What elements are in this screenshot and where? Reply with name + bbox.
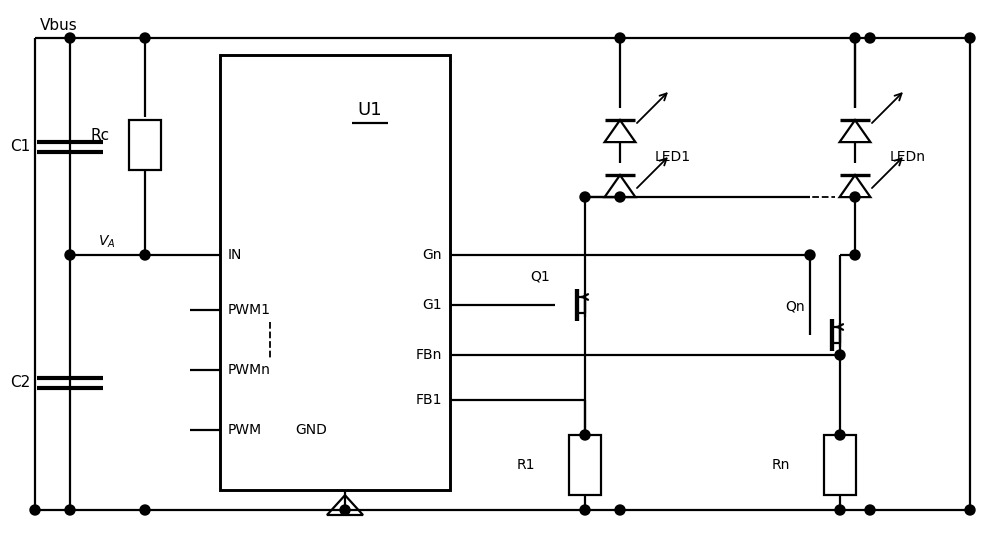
Text: C2: C2 <box>10 375 30 390</box>
Circle shape <box>340 505 350 515</box>
Circle shape <box>865 505 875 515</box>
Circle shape <box>835 505 845 515</box>
Text: U1: U1 <box>357 101 382 119</box>
Circle shape <box>805 250 815 260</box>
Text: PWMn: PWMn <box>228 363 271 377</box>
Circle shape <box>965 505 975 515</box>
Text: Qn: Qn <box>785 299 805 313</box>
Circle shape <box>965 33 975 43</box>
Text: IN: IN <box>228 248 242 262</box>
Text: R1: R1 <box>516 458 535 472</box>
Text: FBn: FBn <box>416 348 442 362</box>
Circle shape <box>140 250 150 260</box>
Circle shape <box>865 33 875 43</box>
Text: PWM: PWM <box>228 423 262 437</box>
Bar <box>569 435 601 495</box>
Circle shape <box>615 192 625 202</box>
Text: LEDn: LEDn <box>890 150 926 164</box>
Circle shape <box>850 192 860 202</box>
Circle shape <box>850 33 860 43</box>
Text: LED1: LED1 <box>655 150 691 164</box>
Circle shape <box>580 430 590 440</box>
Circle shape <box>615 505 625 515</box>
Text: Rn: Rn <box>772 458 790 472</box>
Bar <box>129 120 161 170</box>
Circle shape <box>65 250 75 260</box>
Text: PWM1: PWM1 <box>228 303 271 317</box>
Circle shape <box>580 192 590 202</box>
Text: G1: G1 <box>422 298 442 312</box>
Bar <box>824 435 856 495</box>
Text: Q1: Q1 <box>530 269 550 283</box>
Circle shape <box>835 350 845 360</box>
Circle shape <box>850 250 860 260</box>
Text: Gn: Gn <box>422 248 442 262</box>
Circle shape <box>140 33 150 43</box>
Text: FB1: FB1 <box>416 393 442 407</box>
Circle shape <box>835 430 845 440</box>
Circle shape <box>140 505 150 515</box>
Text: C1: C1 <box>10 139 30 154</box>
Text: GND: GND <box>295 423 327 437</box>
Circle shape <box>30 505 40 515</box>
Text: Rc: Rc <box>90 127 110 143</box>
Circle shape <box>615 33 625 43</box>
Circle shape <box>580 505 590 515</box>
Text: Vbus: Vbus <box>40 18 78 33</box>
Bar <box>220 55 450 490</box>
Text: $V_A$: $V_A$ <box>98 233 115 250</box>
Circle shape <box>65 33 75 43</box>
Circle shape <box>65 505 75 515</box>
